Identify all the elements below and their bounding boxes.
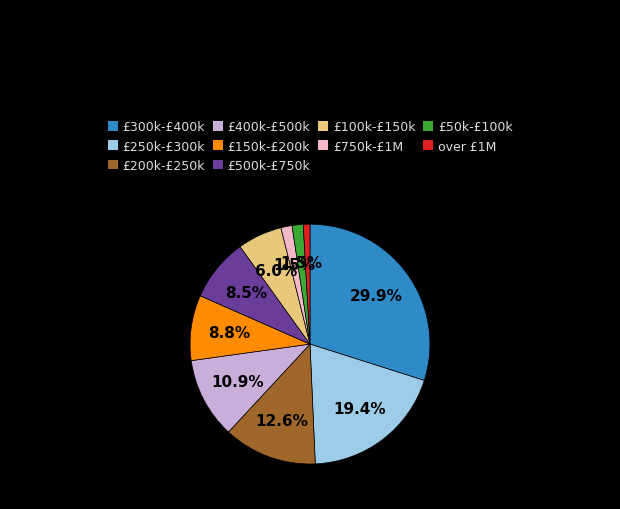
Text: 1.5%: 1.5%	[281, 256, 322, 271]
Text: 19.4%: 19.4%	[334, 402, 386, 416]
Wedge shape	[228, 345, 316, 464]
Legend: £300k-£400k, £250k-£300k, £200k-£250k, £400k-£500k, £150k-£200k, £500k-£750k, £1: £300k-£400k, £250k-£300k, £200k-£250k, £…	[104, 117, 516, 176]
Wedge shape	[190, 296, 310, 361]
Text: 12.6%: 12.6%	[255, 413, 308, 428]
Text: 1.5%: 1.5%	[273, 257, 315, 272]
Text: 6.0%: 6.0%	[255, 263, 297, 278]
Wedge shape	[240, 229, 310, 345]
Wedge shape	[310, 225, 430, 381]
Wedge shape	[310, 345, 424, 464]
Text: 8.5%: 8.5%	[226, 286, 268, 301]
Wedge shape	[200, 247, 310, 345]
Wedge shape	[303, 225, 310, 345]
Wedge shape	[292, 225, 310, 345]
Wedge shape	[281, 226, 310, 345]
Text: 29.9%: 29.9%	[350, 289, 402, 304]
Wedge shape	[191, 345, 310, 432]
Text: 8.8%: 8.8%	[208, 326, 250, 341]
Text: 10.9%: 10.9%	[211, 375, 264, 389]
